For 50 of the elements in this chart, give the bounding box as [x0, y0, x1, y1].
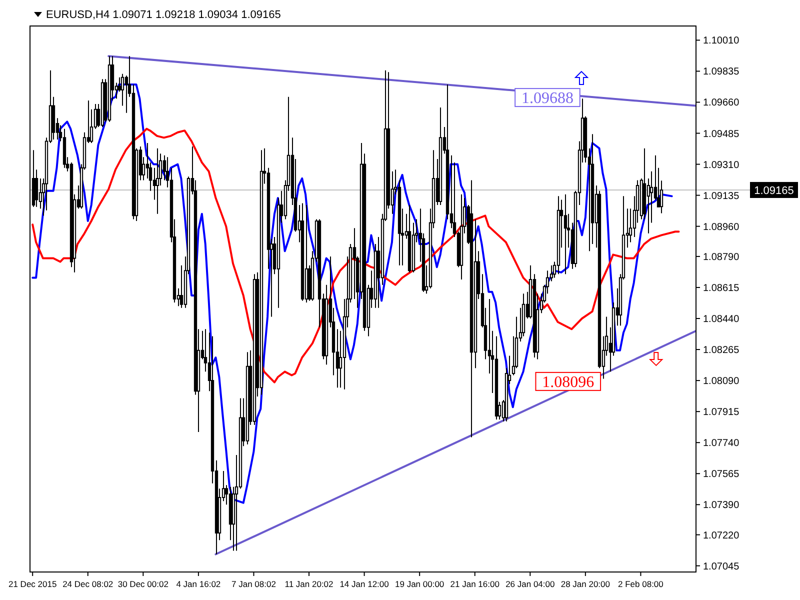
- annotation: 1.08096: [542, 374, 594, 392]
- annotation: 1.09688: [521, 90, 574, 108]
- y-tick-label: 1.09135: [703, 190, 740, 202]
- x-tick-label: 14 Jan 12:00: [340, 579, 390, 589]
- x-tick-label: 21 Dec 2015: [8, 579, 57, 589]
- x-tick-label: 28 Jan 20:00: [560, 579, 610, 589]
- y-tick-label: 1.07915: [703, 407, 740, 418]
- candlestick: [408, 204, 412, 273]
- y-tick-label: 1.08090: [703, 376, 740, 388]
- x-tick-label: 19 Jan 00:00: [395, 579, 444, 589]
- x-tick-label: 11 Jan 20:02: [284, 579, 334, 589]
- candlestick: [470, 180, 474, 438]
- line-series: [32, 84, 673, 504]
- y-tick-label: 1.08790: [703, 252, 740, 263]
- candlestick: [304, 204, 308, 304]
- y-tick-label: 1.07390: [703, 500, 740, 512]
- candlestick: [100, 78, 104, 128]
- candlestick: [438, 107, 442, 206]
- x-tick-label: 4 Jan 16:02: [176, 579, 221, 589]
- ref-line-label: 1.09165: [754, 184, 794, 197]
- candlestick: [556, 196, 560, 275]
- x-tick-label: 26 Jan 04:00: [506, 579, 555, 589]
- x-tick-label: 24 Dec 08:02: [62, 579, 114, 589]
- candlestick: [252, 274, 256, 426]
- y-tick-label: 1.09310: [703, 160, 740, 171]
- x-tick-label: 7 Jan 08:02: [232, 579, 276, 589]
- y-tick-label: 1.10010: [703, 36, 740, 47]
- candlestick: [108, 56, 112, 122]
- y-tick-label: 1.07740: [703, 438, 740, 450]
- candlestick: [460, 194, 464, 280]
- candlestick: [246, 352, 250, 445]
- x-tick-label: 2 Feb 08:00: [618, 579, 664, 589]
- candlestick: [156, 148, 160, 214]
- y-tick-label: 1.08265: [703, 345, 740, 356]
- x-tick-label: 30 Dec 00:02: [118, 579, 169, 589]
- y-tick-label: 1.07565: [703, 469, 740, 480]
- y-tick-label: 1.07220: [703, 530, 740, 542]
- y-tick-label: 1.09485: [703, 128, 740, 140]
- candlestick: [260, 150, 264, 396]
- candlestick: [62, 128, 66, 168]
- y-tick-label: 1.08960: [703, 222, 740, 233]
- y-tick-label: 1.08615: [703, 282, 740, 294]
- y-tick-label: 1.09835: [703, 66, 740, 78]
- x-tick-label: 21 Jan 16:00: [450, 579, 500, 589]
- y-tick-label: 1.07045: [703, 561, 740, 572]
- chart-title: EURUSD,H4 1.09071 1.09218 1.09034 1.09165: [46, 9, 281, 21]
- candlestick: [300, 202, 304, 302]
- candlestick: [564, 194, 568, 275]
- y-tick-label: 1.08440: [703, 314, 740, 325]
- y-tick-label: 1.09660: [703, 98, 740, 109]
